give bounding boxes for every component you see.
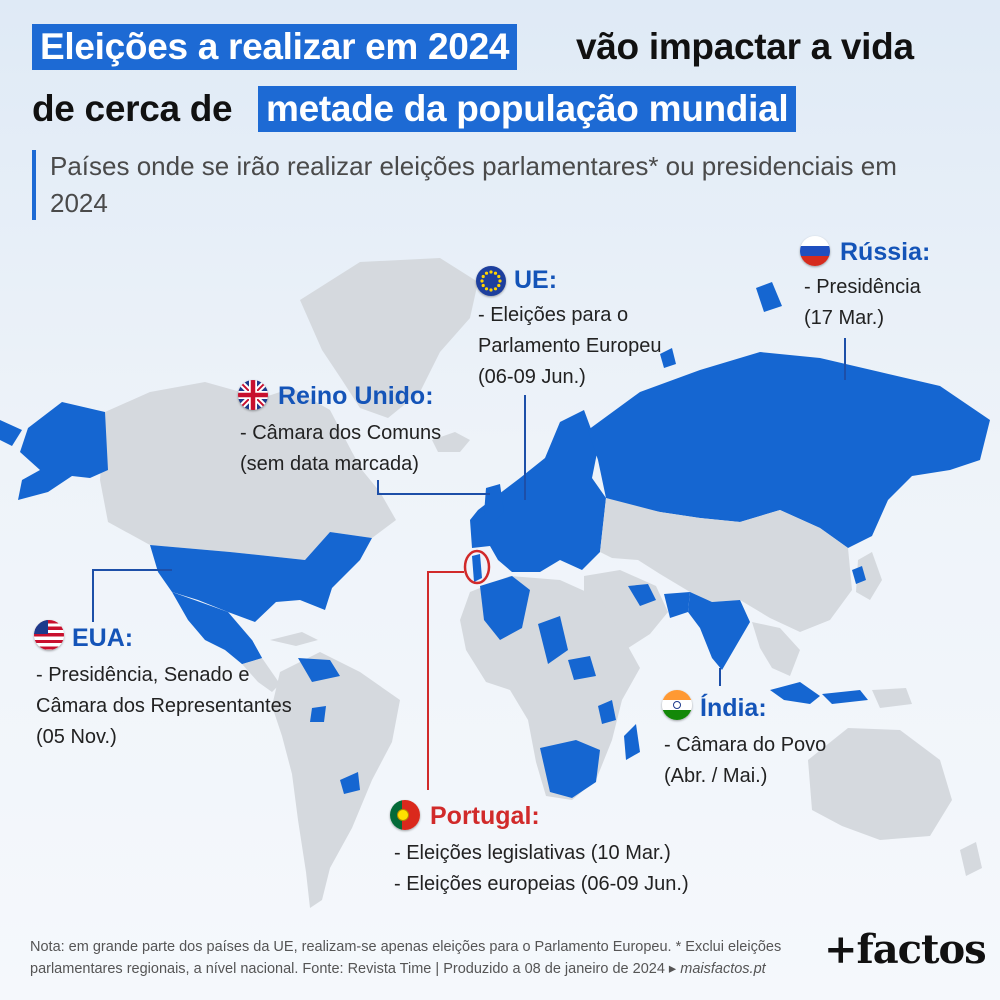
usa-detail-2: Câmara dos Representantes	[36, 695, 292, 717]
india-label: Índia:	[700, 694, 767, 722]
australia	[808, 728, 952, 840]
europe	[470, 410, 606, 572]
portugal-detail-2: - Eleições europeias (06-09 Jun.)	[394, 873, 689, 895]
subtitle-accent-bar	[32, 150, 36, 220]
southern-africa	[540, 740, 600, 798]
uk-detail-1: - Câmara dos Comuns	[240, 422, 442, 444]
uruguay	[340, 772, 360, 794]
venezuela	[298, 658, 340, 682]
eu-detail-2: Parlamento Europeu	[478, 335, 662, 357]
usa	[150, 532, 372, 622]
portugal-leader	[427, 571, 464, 790]
russia-flag-icon	[800, 236, 830, 266]
south-america	[272, 652, 400, 908]
subtitle: Países onde se irão realizar eleições pa…	[50, 151, 897, 218]
uk-label: Reino Unido:	[278, 382, 434, 410]
uk-flag-icon	[238, 380, 268, 410]
russia-label: Rússia:	[840, 238, 931, 266]
footnote: Nota: em grande parte dos países da UE, …	[30, 936, 830, 980]
headline-line2-highlight: metade da população mundial	[258, 86, 797, 132]
russia	[588, 352, 990, 548]
alaska	[18, 402, 108, 500]
canada	[100, 382, 396, 560]
portugal-highlight-circle	[463, 549, 491, 585]
russia-detail-2: (17 Mar.)	[804, 307, 885, 329]
portugal-detail-1: - Eleições legislativas (10 Mar.)	[394, 842, 671, 864]
footnote-text: Nota: em grande parte dos países da UE, …	[30, 939, 782, 977]
india-detail-1: - Câmara do Povo	[664, 734, 827, 756]
india-detail-2: (Abr. / Mai.)	[664, 765, 768, 787]
source-link[interactable]: maisfactos.pt	[680, 961, 766, 977]
usa-label: EUA:	[72, 624, 134, 652]
headline-line1-highlight: Eleições a realizar em 2024	[32, 24, 518, 70]
eu-detail-3: (06-09 Jun.)	[478, 366, 586, 388]
usa-detail-3: (05 Nov.)	[36, 726, 117, 748]
greenland	[300, 258, 478, 418]
eu-label: UE:	[514, 266, 558, 294]
uk-leader	[377, 480, 490, 495]
indonesia	[770, 682, 820, 704]
portugal	[472, 554, 482, 582]
russia-detail-1: - Presidência	[804, 276, 921, 298]
uk-detail-2: (sem data marcada)	[240, 453, 419, 475]
factos-logo: +factos	[824, 926, 987, 973]
india	[688, 592, 750, 670]
asia	[600, 498, 852, 632]
india-flag-icon	[662, 690, 692, 720]
north-africa	[480, 576, 530, 640]
portugal-flag-icon	[390, 800, 420, 830]
usa-leader	[92, 569, 172, 622]
headline-line2-start: de cerca de	[32, 88, 233, 129]
eu-flag-icon	[476, 266, 506, 296]
iceland	[432, 432, 470, 452]
usa-flag-icon	[34, 620, 64, 650]
headline-line1-rest: vão impactar a vida	[576, 26, 914, 67]
portugal-label: Portugal:	[430, 802, 540, 830]
usa-detail-1: - Presidência, Senado e	[36, 664, 250, 686]
eu-detail-1: - Eleições para o	[478, 304, 629, 326]
